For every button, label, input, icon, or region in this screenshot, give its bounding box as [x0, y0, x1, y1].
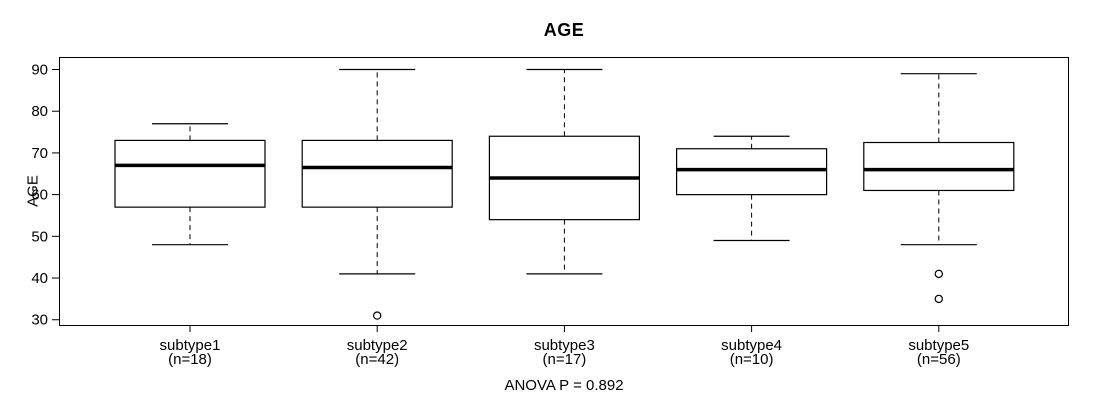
group-sublabel: (n=56) — [917, 351, 961, 368]
y-tick-label: 70 — [31, 145, 48, 162]
y-tick-label: 80 — [31, 103, 48, 120]
group-sublabel: (n=17) — [543, 351, 587, 368]
iqr-box-subtype1 — [114, 139, 266, 208]
group-label: subtype5 — [908, 337, 969, 354]
iqr-box-subtype2 — [301, 139, 453, 208]
y-tick-label: 30 — [31, 312, 48, 329]
iqr-box-subtype4 — [675, 148, 828, 196]
group-sublabel: (n=18) — [168, 351, 212, 368]
group-label: subtype3 — [534, 337, 595, 354]
group-sublabel: (n=42) — [355, 351, 399, 368]
group-sublabel: (n=10) — [730, 351, 774, 368]
outlier-subtype5 — [934, 294, 944, 304]
y-tick-label: 50 — [31, 228, 48, 245]
iqr-box-subtype5 — [863, 141, 1015, 192]
y-tick-label: 40 — [31, 270, 48, 287]
group-label: subtype2 — [347, 337, 408, 354]
anova-pvalue-note: ANOVA P = 0.892 — [504, 377, 624, 394]
y-tick-label: 60 — [31, 187, 48, 204]
group-label: subtype4 — [721, 337, 782, 354]
outlier-subtype2 — [373, 311, 382, 320]
group-label: subtype1 — [160, 337, 221, 354]
plot-frame — [59, 57, 1069, 326]
outlier-subtype5 — [934, 269, 944, 279]
chart-title: AGE — [543, 20, 585, 40]
y-tick-label: 90 — [31, 62, 48, 79]
